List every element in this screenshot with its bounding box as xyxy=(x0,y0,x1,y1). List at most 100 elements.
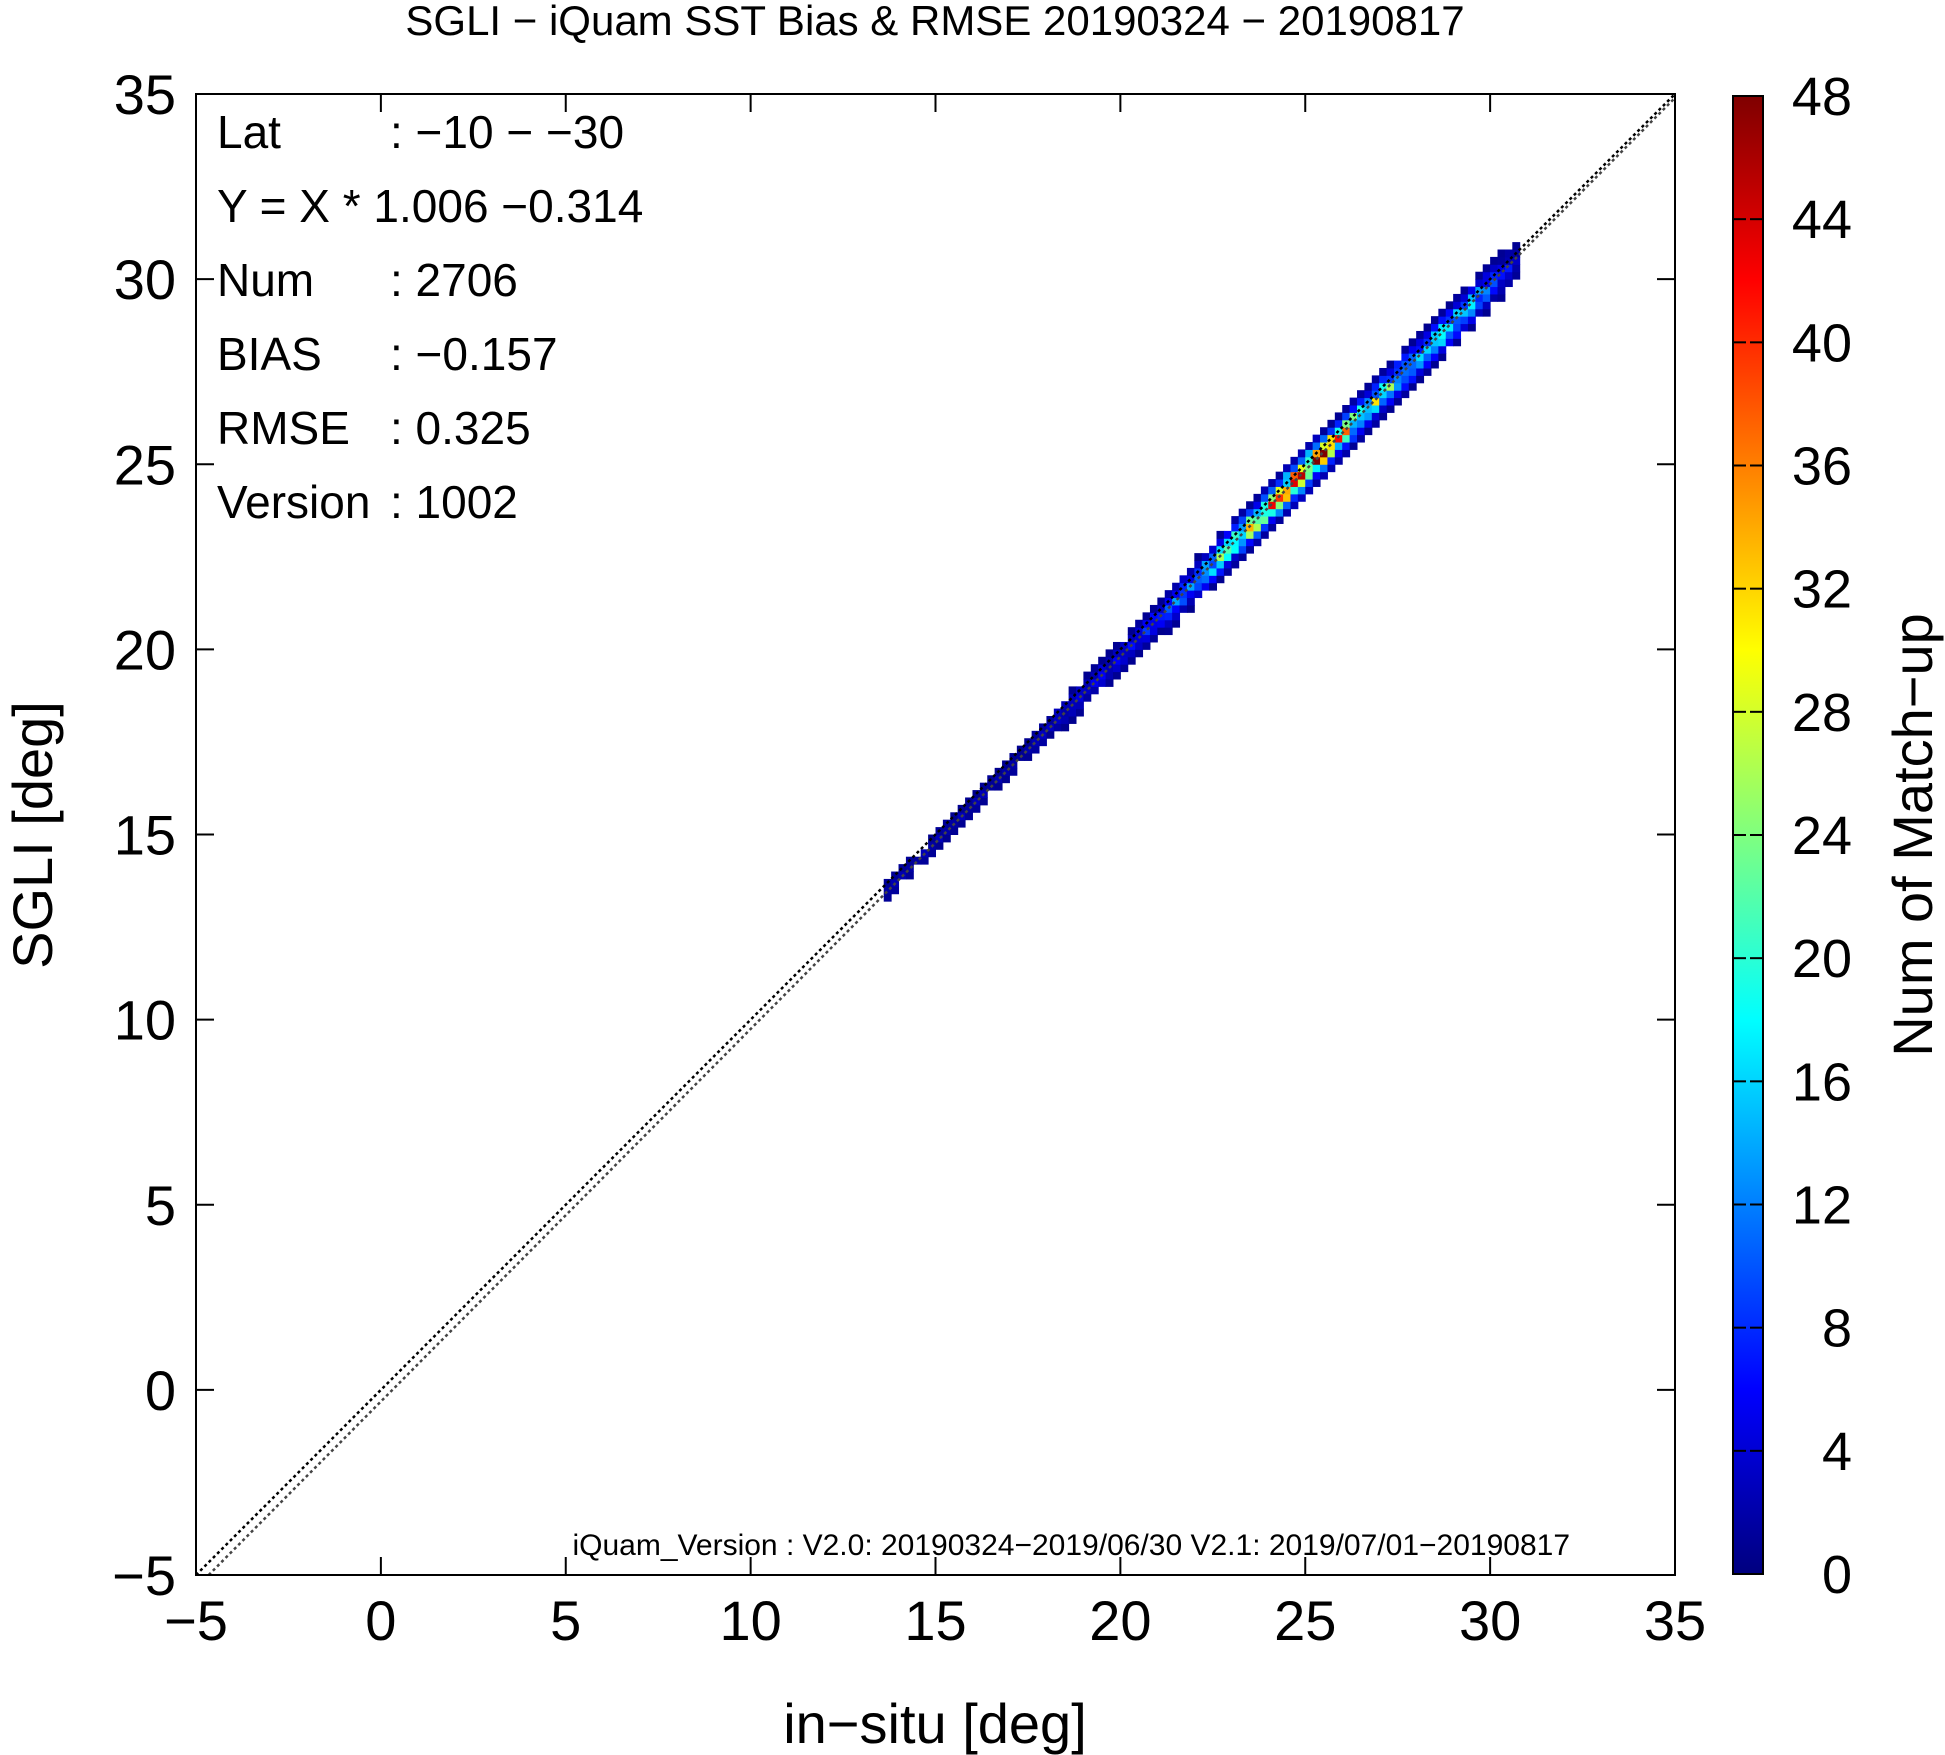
density-cell xyxy=(1068,708,1077,717)
density-cell xyxy=(1512,242,1521,251)
density-cell xyxy=(1260,493,1269,502)
density-cell xyxy=(1216,575,1225,584)
density-cell xyxy=(1194,590,1203,599)
density-cell xyxy=(1357,397,1365,406)
density-cell xyxy=(1349,412,1358,421)
density-cell xyxy=(1475,271,1484,280)
density-cell xyxy=(1172,604,1181,613)
density-cell xyxy=(1246,516,1254,524)
density-cell xyxy=(1194,553,1203,562)
density-cell xyxy=(1253,493,1262,502)
density-cell xyxy=(1445,316,1454,325)
density-cell xyxy=(1482,286,1491,295)
density-cell xyxy=(1201,575,1210,584)
density-cell xyxy=(1349,419,1358,428)
density-cell xyxy=(1445,330,1454,339)
stat-label: Y = X * 1.006 −0.314 xyxy=(217,180,643,232)
y-tick-label: 30 xyxy=(114,248,176,311)
density-cell xyxy=(1357,419,1365,428)
density-cell xyxy=(1401,353,1410,362)
density-cell xyxy=(1297,449,1306,458)
density-cell xyxy=(1453,330,1462,339)
density-cell xyxy=(1364,382,1373,391)
density-cell xyxy=(1430,353,1439,362)
density-cell xyxy=(1142,641,1151,650)
density-cell xyxy=(1275,516,1284,524)
density-cell xyxy=(1083,693,1092,702)
density-cell xyxy=(1490,293,1499,302)
density-cell xyxy=(1320,471,1328,480)
density-cell xyxy=(1275,471,1284,480)
density-cell xyxy=(1379,382,1388,391)
density-cell xyxy=(1297,479,1306,487)
density-cell xyxy=(1490,286,1499,295)
colorbar-tick-label: 40 xyxy=(1792,313,1852,373)
density-cell xyxy=(891,871,900,880)
density-cell xyxy=(1334,419,1343,428)
density-cell xyxy=(1283,471,1291,480)
density-cell xyxy=(1445,308,1454,317)
density-cell xyxy=(1135,641,1144,650)
density-cell xyxy=(1053,723,1062,732)
density-cell xyxy=(1504,249,1513,258)
statistics-box: Lat: −10 − −30 Y = X * 1.006 −0.314 Num: 2… xyxy=(217,106,643,528)
stat-label: Version xyxy=(217,476,370,528)
density-cell xyxy=(1164,590,1173,599)
density-cell xyxy=(1209,545,1218,554)
density-cell xyxy=(1120,664,1129,673)
density-cell xyxy=(1327,434,1336,443)
density-cell xyxy=(1105,649,1114,658)
density-cell xyxy=(1438,345,1447,354)
density-cell xyxy=(1379,375,1388,384)
density-cell xyxy=(1076,708,1084,717)
density-cell xyxy=(1238,545,1247,554)
density-cell xyxy=(1386,367,1395,376)
density-cell xyxy=(1512,264,1521,273)
density-cell xyxy=(1305,464,1314,473)
density-cell xyxy=(1349,434,1358,443)
density-cell xyxy=(1223,530,1232,539)
density-cell xyxy=(1467,308,1476,317)
density-cell xyxy=(1268,516,1277,524)
density-cell xyxy=(1076,701,1084,710)
density-cell xyxy=(979,782,988,791)
density-cell xyxy=(1061,701,1070,710)
density-cell xyxy=(1320,442,1328,450)
density-cell xyxy=(1127,627,1136,636)
density-cell xyxy=(1223,567,1232,576)
density-cell xyxy=(1408,353,1417,362)
density-cell xyxy=(1393,375,1402,384)
density-cell xyxy=(928,834,936,843)
density-cell xyxy=(1260,523,1269,532)
density-cell xyxy=(1164,619,1173,628)
density-cell xyxy=(1320,456,1328,465)
density-cell xyxy=(1157,597,1166,606)
density-cell xyxy=(1260,530,1269,539)
density-cell xyxy=(1112,656,1121,665)
density-cell xyxy=(1386,390,1395,399)
reference-lines xyxy=(196,94,1675,1575)
density-cell xyxy=(979,797,988,806)
density-cell xyxy=(1024,753,1033,761)
density-cell xyxy=(1142,612,1151,621)
density-cell xyxy=(1460,316,1469,325)
density-cell xyxy=(1157,619,1166,628)
density-cell xyxy=(1482,308,1491,317)
density-cell xyxy=(1357,412,1365,421)
density-cell xyxy=(1127,656,1136,665)
density-cell xyxy=(1342,427,1351,436)
density-cell xyxy=(1401,382,1410,391)
density-cell xyxy=(1260,486,1269,495)
density-cell xyxy=(1231,545,1240,554)
density-cell xyxy=(1430,360,1439,369)
colorbar-tick-label: 16 xyxy=(1792,1052,1852,1112)
density-cell xyxy=(1194,582,1203,591)
density-cell xyxy=(1223,553,1232,562)
density-cell xyxy=(1357,427,1365,436)
density-cell xyxy=(1371,397,1380,406)
density-cell xyxy=(1490,279,1499,288)
density-cell xyxy=(1334,412,1343,421)
density-cell xyxy=(1401,375,1410,384)
y-axis-label: SGLI [deg] xyxy=(1,701,64,969)
density-cell xyxy=(1423,330,1432,339)
